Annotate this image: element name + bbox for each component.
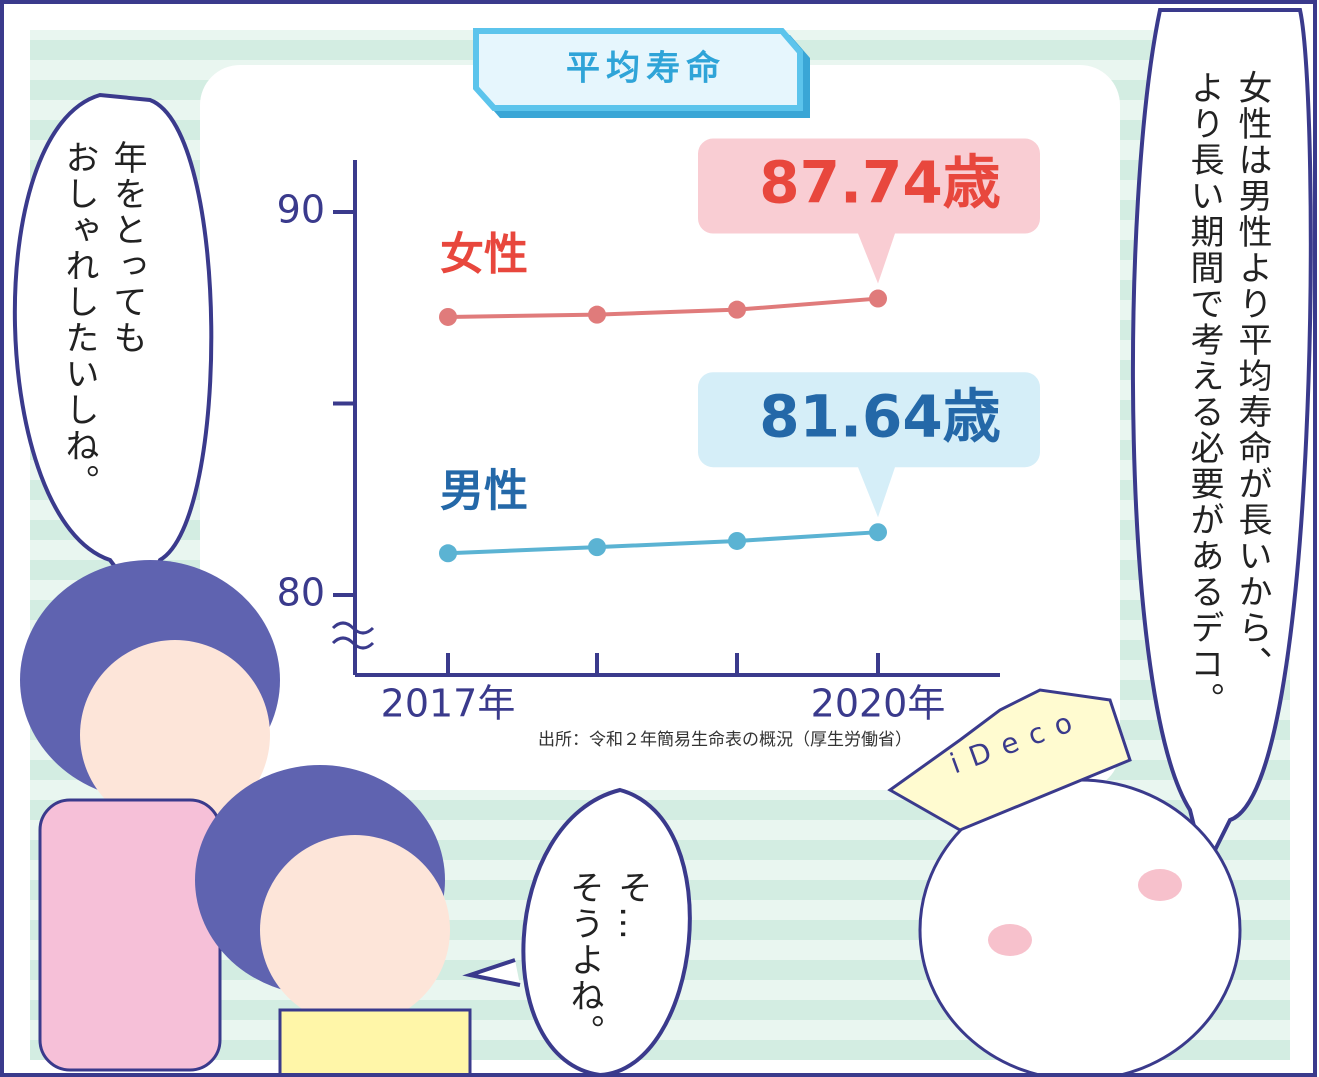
speech-line: 年をとっても	[103, 140, 151, 500]
panel: 平均寿命 80 90 2017年 2020年出所：令和２年簡易生命表の概況（厚生労働省…	[0, 0, 1319, 1077]
speech-line: より長い期間で考える必要があるデコ。	[1180, 70, 1228, 718]
data-point	[588, 306, 606, 324]
speech-line: 女性は男性より平均寿命が長いから、	[1228, 70, 1276, 718]
speech-line: そうよね。	[560, 870, 608, 1050]
speech-text: 年をとってもおしゃれしたいしね。	[55, 140, 151, 500]
data-point	[728, 532, 746, 550]
data-point	[869, 290, 887, 308]
speech-text: 女性は男性より平均寿命が長いから、より長い期間で考える必要があるデコ。	[1180, 70, 1276, 718]
speech-text: そ…そうよね。	[560, 870, 656, 1050]
chart-title: 平均寿命	[566, 49, 726, 89]
data-point	[869, 523, 887, 541]
value-label: 81.64歳	[759, 382, 1000, 450]
x-tick-label: 2020年	[811, 682, 946, 726]
source: 出所：令和２年簡易生命表の概況（厚生労働省）	[538, 730, 912, 750]
y-tick-label: 90	[277, 188, 325, 232]
value-label: 87.74歳	[759, 149, 1000, 217]
series-label: 女性	[440, 229, 528, 280]
data-point	[439, 544, 457, 562]
x-tick-label: 2017年	[381, 682, 516, 726]
data-point	[728, 301, 746, 319]
speech-line: そ…	[608, 870, 656, 1050]
speech-line: おしゃれしたいしね。	[55, 140, 103, 500]
data-point	[588, 538, 606, 556]
data-point	[439, 308, 457, 326]
series-label: 男性	[440, 465, 528, 516]
y-tick-label: 80	[277, 571, 325, 615]
page: 平均寿命 80 90 2017年 2020年出所：令和２年簡易生命表の概況（厚生労働省…	[0, 0, 1319, 1077]
